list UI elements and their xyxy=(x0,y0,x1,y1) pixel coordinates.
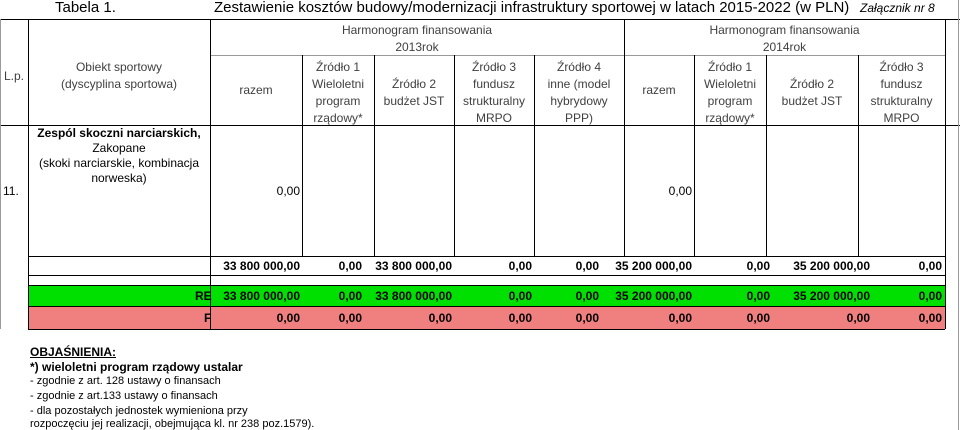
row-11-razem-2013: 0,00 xyxy=(276,184,300,198)
group-2013-year: 2013rok xyxy=(395,40,439,54)
sum-row-total xyxy=(28,256,945,276)
value-cell: 0,00 xyxy=(746,259,770,273)
col-razem-2013: razem xyxy=(239,83,273,97)
value-cell: 0,00 xyxy=(428,311,452,325)
note-line-5: rozpoczęciu jej realizacji, obejmująca k… xyxy=(30,418,315,430)
value-cell: 0,00 xyxy=(508,311,532,325)
value-cell: 0,00 xyxy=(508,259,532,273)
value-cell: 0,00 xyxy=(575,259,599,273)
col-zrodlo1-2013: Źródło 1 Wieloletni program rządowy* xyxy=(311,60,365,125)
value-cell: 33 800 000,00 xyxy=(375,289,452,303)
page-title: Zestawienie kosztów budowy/modernizacji … xyxy=(214,0,850,16)
value-cell: 33 800 000,00 xyxy=(375,259,452,273)
attachment-label: Załącznik nr 8 xyxy=(860,1,935,15)
col-zrodlo1-2014: Źródło 1 Wieloletni program rządowy* xyxy=(703,60,757,125)
value-cell: 0,00 xyxy=(338,311,362,325)
value-cell: 33 800 000,00 xyxy=(223,289,300,303)
col-zrodlo4-2013: Źródło 4 inne (model hybrydowy PPP) xyxy=(547,60,611,125)
note-line-2: - zgodnie z art. 128 ustawy o finansach xyxy=(30,375,221,387)
sum-row-f xyxy=(28,307,945,329)
col-lp: L.p. xyxy=(3,69,24,83)
value-cell: 0,00 xyxy=(338,259,362,273)
col-zrodlo3-2014: Źródło 3 fundusz strukturalny MRPO xyxy=(870,60,933,125)
value-cell: 0,00 xyxy=(918,289,942,303)
value-cell: 0,00 xyxy=(918,311,942,325)
sum-row-re xyxy=(28,285,945,307)
col-razem-2014: razem xyxy=(642,83,676,97)
table-label: Tabela 1. xyxy=(55,0,116,16)
value-cell: 0,00 xyxy=(668,311,692,325)
col-zrodlo3-2013: Źródło 3 fundusz strukturalny MRPO xyxy=(462,60,526,125)
value-cell: 0,00 xyxy=(846,311,870,325)
row-11-razem-2014: 0,00 xyxy=(668,184,692,198)
row-11-obiekt: Zespól skoczni narciarskich, Zakopane (sko… xyxy=(37,126,201,185)
col-zrodlo2-2014: Źródło 2 budżet JST xyxy=(781,77,843,108)
group-2013-title: Harmonogram finansowania xyxy=(341,23,493,37)
value-cell: 0,00 xyxy=(918,259,942,273)
row-11-lp: 11. xyxy=(3,184,19,198)
notes-heading: OBJAŚNIENIA: xyxy=(30,345,117,359)
sum-row-f-label: F xyxy=(204,311,212,325)
value-cell: 0,00 xyxy=(508,289,532,303)
note-line-4: - dla pozostałych jednostek wymieniona p… xyxy=(30,405,248,417)
col-zrodlo2-2013: Źródło 2 budżet JST xyxy=(383,77,445,108)
value-cell: 0,00 xyxy=(746,289,770,303)
value-cell: 35 200 000,00 xyxy=(793,289,870,303)
col-obiekt: Obiekt sportowy (dyscyplina sportowa) xyxy=(60,60,178,91)
group-2014-year: 2014rok xyxy=(762,40,807,54)
value-cell: 0,00 xyxy=(746,311,770,325)
value-cell: 0,00 xyxy=(575,311,599,325)
value-cell: 0,00 xyxy=(338,289,362,303)
value-cell: 0,00 xyxy=(276,311,300,325)
group-2014-title: Harmonogram finansowania xyxy=(709,23,860,37)
note-line-1: *) wieloletni program rządowy ustalar xyxy=(30,360,243,374)
value-cell: 35 200 000,00 xyxy=(793,259,870,273)
note-line-3: - zgodnie z art.133 ustawy o finansach xyxy=(30,390,218,402)
value-cell: 35 200 000,00 xyxy=(615,289,692,303)
sum-row-re-label: RE xyxy=(195,289,212,303)
value-cell: 33 800 000,00 xyxy=(223,259,300,273)
value-cell: 35 200 000,00 xyxy=(615,259,692,273)
value-cell: 0,00 xyxy=(575,289,599,303)
